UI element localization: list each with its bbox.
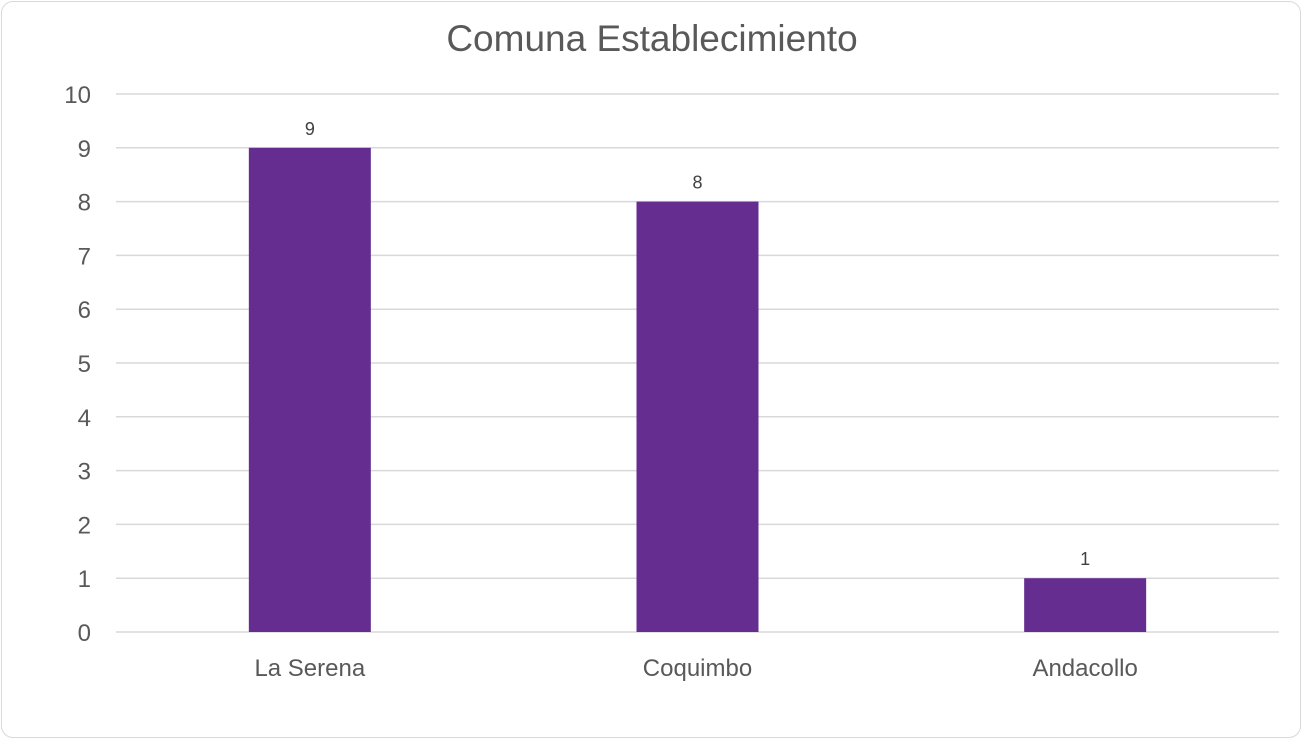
bar: [248, 147, 371, 633]
y-tick-label: 4: [78, 405, 91, 432]
y-tick-label: 6: [78, 297, 91, 324]
y-tick-label: 10: [64, 82, 91, 109]
data-labels: 9 8 1: [305, 119, 1090, 569]
data-label: 8: [692, 173, 702, 193]
x-axis-categories: La Serena Coquimbo Andacollo: [254, 655, 1137, 682]
y-tick-label: 8: [78, 190, 91, 217]
data-label: 1: [1080, 549, 1090, 569]
y-tick-label: 0: [78, 620, 91, 647]
bars: [248, 147, 1147, 633]
y-tick-label: 1: [78, 566, 91, 593]
y-tick-label: 9: [78, 136, 91, 163]
y-tick-label: 2: [78, 512, 91, 539]
bar: [636, 201, 759, 632]
y-axis-ticks: 0 1 2 3 4 5 6 7 8 9 10: [64, 82, 91, 647]
chart-title: Comuna Establecimiento: [446, 18, 858, 59]
data-label: 9: [305, 119, 315, 139]
y-tick-label: 3: [78, 459, 91, 486]
y-tick-label: 5: [78, 351, 91, 378]
y-tick-label: 7: [78, 243, 91, 270]
x-category-label: Coquimbo: [643, 655, 752, 682]
x-category-label: La Serena: [254, 655, 365, 682]
x-category-label: Andacollo: [1032, 655, 1137, 682]
bar: [1024, 578, 1147, 632]
